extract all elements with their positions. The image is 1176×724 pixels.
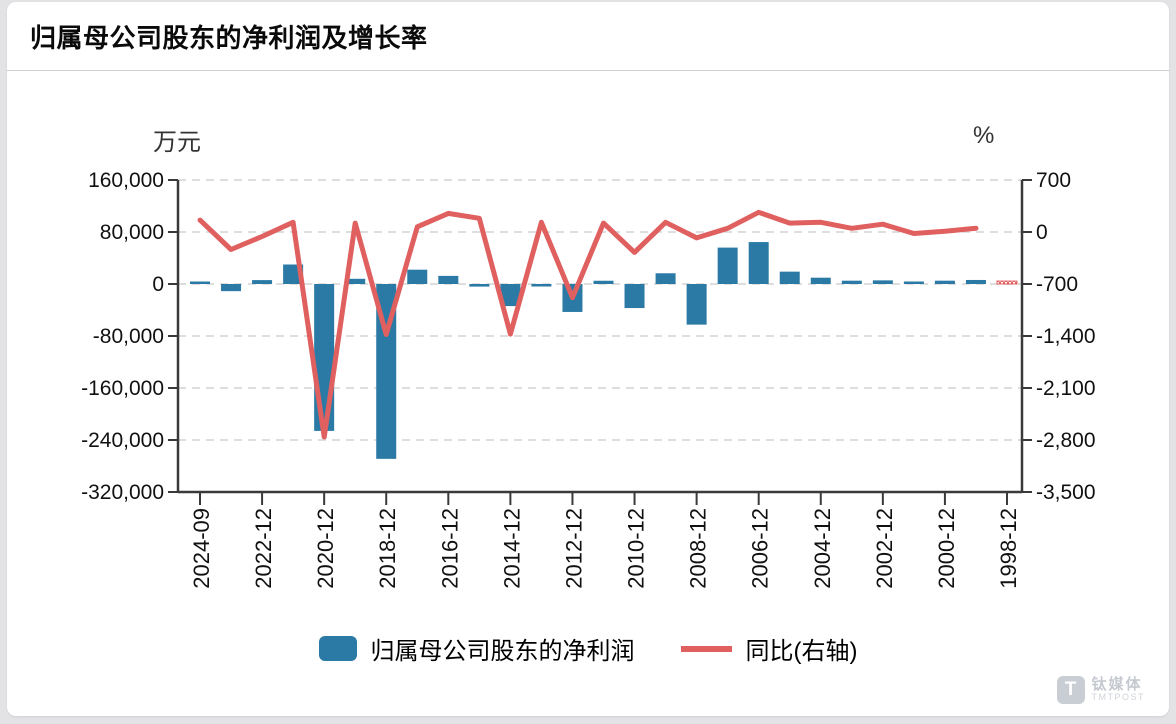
bar-2008-12 xyxy=(686,284,707,325)
x-axis-tick-label: 2018-12 xyxy=(375,508,400,589)
chart-canvas: 160,000 80,000 0 -80,000 -160,000 -240,000 -32… xyxy=(81,169,1096,589)
right-axis-tick-label: -1,400 xyxy=(1036,325,1096,348)
bar-series-swatch xyxy=(318,636,357,661)
bar-2024-09 xyxy=(190,281,210,284)
left-axis-tick-label: -80,000 xyxy=(93,325,164,348)
bar-2002-12 xyxy=(872,280,893,284)
x-axis-tick-label: 1998-12 xyxy=(996,508,1021,589)
x-axis-tick-label: 2010-12 xyxy=(624,508,649,589)
bar-2014-12 xyxy=(500,284,521,307)
x-axis-tick-labels: 2024-09 2022-12 2020-12 2018-12 2016-12 2014-… xyxy=(189,508,1021,589)
left-axis-tick-labels: 160,000 80,000 0 -80,000 -160,000 -240,000 -32… xyxy=(81,169,164,504)
left-axis-tick-label: 160,000 xyxy=(88,169,164,192)
left-axis-tick-label: -160,000 xyxy=(81,377,164,400)
left-axis-tick-label: 80,000 xyxy=(100,221,164,244)
title-divider xyxy=(7,70,1169,71)
line-series-legend-label: 同比(右轴) xyxy=(745,638,858,665)
bar-2009-12 xyxy=(655,273,676,284)
left-axis-tick-label: -240,000 xyxy=(81,429,164,452)
left-axis-unit-label: 万元 xyxy=(153,129,201,156)
left-axis-tick-label: -320,000 xyxy=(81,481,164,504)
right-axis-tick-label: -2,800 xyxy=(1036,429,1096,452)
right-axis-tick-label: -700 xyxy=(1036,273,1078,296)
bar-2017-12 xyxy=(407,269,428,284)
bar-series-legend-label: 归属母公司股东的净利润 xyxy=(370,638,635,665)
right-axis-unit-label: % xyxy=(973,122,995,149)
tick-marks xyxy=(168,179,1032,505)
x-axis-tick-label: 2000-12 xyxy=(934,508,959,589)
tmtpost-logo-icon: T xyxy=(1056,676,1085,704)
x-axis-tick-label: 2014-12 xyxy=(499,508,524,589)
x-axis-tick-label: 2006-12 xyxy=(748,508,773,589)
left-axis-tick-label: 0 xyxy=(152,273,164,296)
right-axis-tick-label: 0 xyxy=(1036,221,1048,244)
bar-2013-12 xyxy=(531,284,552,287)
bar-2019-12 xyxy=(345,278,366,284)
x-axis-tick-label: 2020-12 xyxy=(313,508,338,589)
bar-2016-12 xyxy=(438,275,459,284)
x-axis-tick-label: 2008-12 xyxy=(686,508,711,589)
x-axis-tick-label: 2022-12 xyxy=(251,508,276,589)
growth-line xyxy=(197,209,979,440)
chart-card: 归属母公司股东的净利润及增长率 万元 % 160,000 80,000 0 -80,0… xyxy=(7,2,1169,716)
x-axis-tick-label: 2024-09 xyxy=(189,508,214,589)
bar-2023-12 xyxy=(221,284,242,292)
x-axis-tick-label: 2012-12 xyxy=(561,508,586,589)
x-axis-tick-label: 2016-12 xyxy=(437,508,462,589)
right-axis-tick-label: 700 xyxy=(1036,169,1071,192)
bar-2005-12 xyxy=(779,271,800,284)
line-series xyxy=(197,209,979,440)
right-axis-tick-label: -3,500 xyxy=(1036,481,1096,504)
bar-2018-12 xyxy=(376,284,397,459)
bar-1999-12 xyxy=(965,279,986,284)
line-series-swatch xyxy=(680,645,732,652)
x-axis-tick-label: 2002-12 xyxy=(872,508,897,589)
watermark-subname: TMTPOST xyxy=(1091,692,1145,703)
bar-2004-12 xyxy=(810,277,831,284)
bar-series xyxy=(190,242,1018,459)
bar-2011-12 xyxy=(593,280,614,284)
right-axis-tick-labels: 700 0 -700 -1,400 -2,100 -2,800 -3,500 xyxy=(1036,169,1096,504)
bar-1998-red-hatched xyxy=(996,280,1018,285)
page-title: 归属母公司股东的净利润及增长率 xyxy=(30,23,428,53)
bar-2001-12 xyxy=(903,281,924,284)
bar-2022-12 xyxy=(252,280,273,284)
bar-2000-12 xyxy=(934,280,955,284)
bar-2020-12 xyxy=(314,284,335,431)
chart-legend: 归属母公司股东的净利润 同比(右轴) xyxy=(7,631,1169,666)
bar-2006-12 xyxy=(748,242,769,284)
bar-2007-12 xyxy=(717,247,738,284)
right-axis-tick-label: -2,100 xyxy=(1036,377,1096,400)
bar-2003-12 xyxy=(841,280,862,284)
tmtpost-watermark: T 钛媒体 TMTPOST xyxy=(1056,676,1146,704)
bar-2015-12 xyxy=(469,284,490,287)
bar-2010-12 xyxy=(624,284,645,309)
x-axis-tick-label: 2004-12 xyxy=(810,508,835,589)
watermark-name: 钛媒体 xyxy=(1091,676,1143,694)
